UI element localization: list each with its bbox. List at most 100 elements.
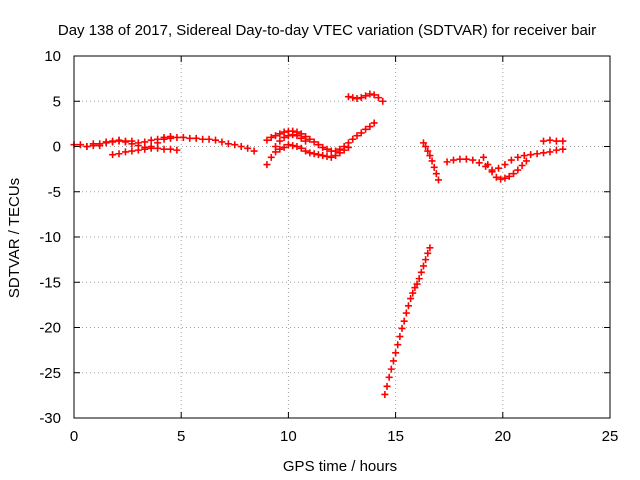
data-point bbox=[89, 142, 97, 150]
data-point bbox=[147, 143, 155, 150]
data-point bbox=[400, 317, 408, 325]
y-tick-label: -5 bbox=[48, 184, 61, 201]
data-point bbox=[398, 324, 406, 332]
grid-lines bbox=[74, 56, 610, 418]
data-point bbox=[370, 119, 378, 127]
data-point bbox=[154, 139, 162, 147]
data-point bbox=[501, 174, 509, 182]
chart-title: Day 138 of 2017, Sidereal Day-to-day VTE… bbox=[58, 22, 596, 39]
data-point bbox=[244, 144, 252, 152]
data-point bbox=[424, 147, 432, 155]
data-point bbox=[415, 275, 423, 283]
data-point bbox=[559, 145, 567, 153]
data-point bbox=[374, 94, 382, 102]
data-point bbox=[302, 147, 310, 155]
data-point bbox=[212, 136, 220, 144]
x-tick-label: 15 bbox=[387, 428, 404, 445]
data-point bbox=[319, 143, 327, 151]
data-point bbox=[147, 136, 155, 144]
plot-frame bbox=[73, 55, 611, 419]
data-point bbox=[121, 137, 129, 145]
data-point bbox=[297, 144, 305, 152]
data-point bbox=[428, 157, 436, 165]
data-point bbox=[497, 175, 505, 183]
data-point bbox=[323, 152, 331, 160]
y-tick-label: -15 bbox=[39, 274, 61, 291]
data-point bbox=[385, 373, 393, 381]
data-point bbox=[449, 156, 457, 164]
data-point bbox=[424, 249, 432, 257]
data-point bbox=[250, 147, 258, 155]
data-point bbox=[546, 148, 554, 156]
data-point bbox=[205, 135, 213, 143]
data-point bbox=[121, 148, 129, 156]
data-point bbox=[540, 137, 548, 145]
x-tick-label: 20 bbox=[494, 428, 511, 445]
data-point bbox=[362, 92, 370, 100]
data-point bbox=[514, 166, 522, 174]
x-tick-label: 0 bbox=[70, 428, 78, 445]
data-point bbox=[115, 150, 123, 158]
data-point bbox=[340, 143, 348, 150]
y-tick-label: 0 bbox=[53, 139, 61, 156]
data-point bbox=[263, 136, 271, 144]
y-tick-label: -25 bbox=[39, 365, 61, 382]
data-point bbox=[402, 309, 410, 317]
data-point bbox=[422, 143, 430, 150]
data-point bbox=[362, 125, 370, 133]
data-point bbox=[344, 93, 352, 101]
data-point bbox=[141, 143, 149, 151]
data-point bbox=[314, 151, 322, 159]
data-point bbox=[272, 132, 280, 140]
data-point bbox=[426, 152, 434, 160]
data-point bbox=[128, 147, 136, 155]
data-point bbox=[370, 91, 378, 99]
data-point bbox=[314, 141, 322, 149]
data-point bbox=[218, 138, 226, 146]
data-point bbox=[404, 302, 412, 310]
data-point bbox=[272, 143, 280, 150]
data-point bbox=[293, 143, 301, 150]
data-point bbox=[96, 140, 104, 148]
data-point bbox=[417, 268, 425, 276]
data-point bbox=[432, 170, 440, 178]
data-point bbox=[293, 132, 301, 140]
data-point bbox=[546, 136, 554, 144]
data-point bbox=[552, 137, 560, 145]
y-tick-label: 10 bbox=[44, 48, 61, 65]
y-axis-label: SDTVAR / TECUs bbox=[6, 178, 23, 298]
data-point bbox=[336, 145, 344, 153]
x-tick-label: 25 bbox=[602, 428, 619, 445]
data-point bbox=[411, 284, 419, 292]
data-point bbox=[492, 173, 500, 181]
data-point bbox=[306, 135, 314, 143]
data-point bbox=[128, 140, 136, 148]
data-point bbox=[480, 153, 488, 161]
data-point bbox=[344, 139, 352, 147]
data-point bbox=[353, 132, 361, 140]
y-tick-label: -30 bbox=[39, 410, 61, 427]
data-point bbox=[527, 151, 535, 159]
data-point bbox=[173, 146, 181, 154]
data-point bbox=[514, 153, 522, 161]
data-point bbox=[160, 135, 168, 143]
data-point bbox=[231, 141, 239, 149]
data-point bbox=[357, 129, 365, 137]
data-point bbox=[102, 138, 110, 146]
data-point bbox=[199, 135, 207, 143]
data-point bbox=[115, 136, 123, 144]
data-point bbox=[488, 168, 496, 176]
data-point bbox=[383, 382, 391, 390]
data-point bbox=[109, 151, 117, 159]
data-point bbox=[413, 280, 421, 288]
x-tick-label: 5 bbox=[177, 428, 185, 445]
data-point bbox=[422, 256, 430, 264]
data-point bbox=[310, 150, 318, 158]
y-tick-label: 5 bbox=[53, 93, 61, 110]
data-point bbox=[179, 133, 187, 141]
data-point bbox=[267, 133, 275, 141]
data-point bbox=[507, 156, 515, 164]
data-point bbox=[289, 142, 297, 150]
data-point bbox=[323, 145, 331, 153]
data-point bbox=[484, 161, 492, 169]
